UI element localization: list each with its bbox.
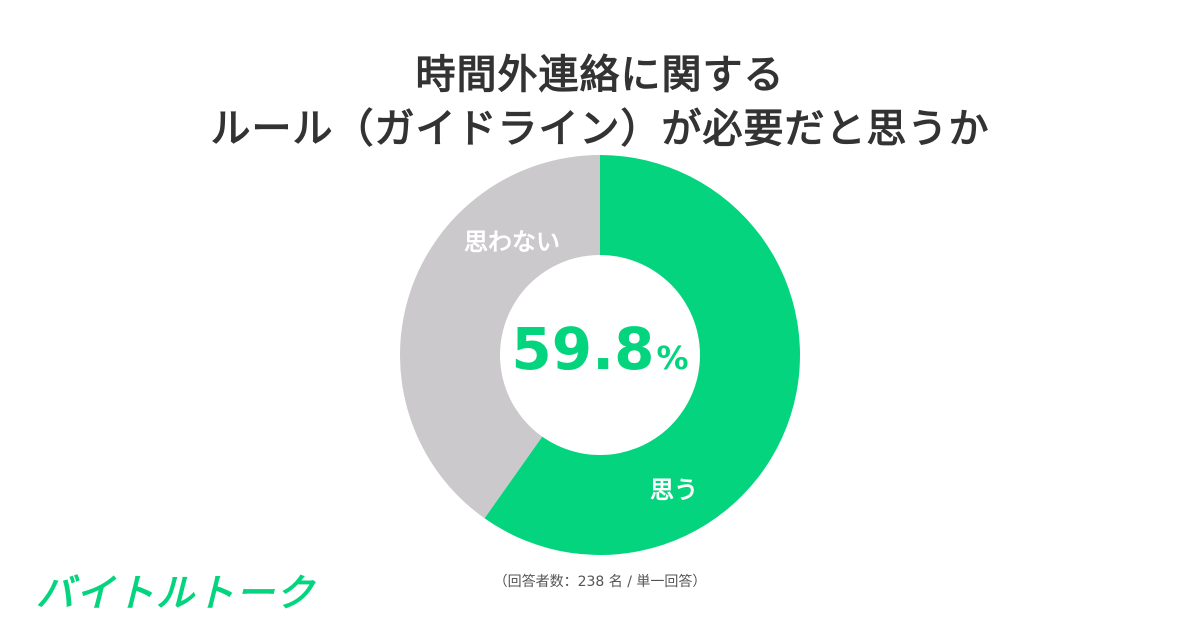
donut-chart (400, 155, 800, 555)
chart-title-line-1: 時間外連絡に関する (415, 52, 785, 98)
center-value: 59.8 (511, 315, 655, 383)
donut-hole (500, 255, 700, 455)
donut-slice-no (400, 155, 600, 519)
center-percentage: 59.8% (500, 315, 700, 383)
center-unit: % (656, 339, 689, 377)
brand-logo: バイトルトーク (36, 571, 317, 615)
slice-label-yes: 思う (650, 476, 698, 504)
chart-title-line-2: ルール（ガイドライン）が必要だと思うか (210, 106, 990, 152)
slice-label-no: 思わない (464, 228, 560, 256)
respondent-note: （回答者数：238 名 / 単一回答） (493, 574, 707, 590)
